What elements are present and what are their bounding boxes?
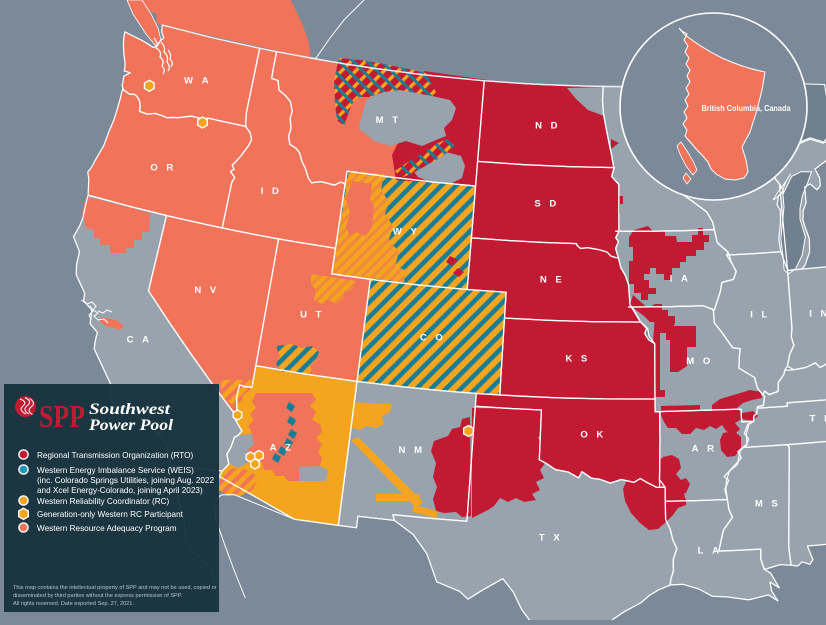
svg-text:Regional Transmission Organiza: Regional Transmission Organization (RTO) xyxy=(37,451,194,460)
svg-text:Power Pool: Power Pool xyxy=(88,417,174,434)
svg-text:L A: L A xyxy=(698,545,723,556)
svg-text:Southwest: Southwest xyxy=(89,401,171,418)
svg-text:I D: I D xyxy=(261,186,283,197)
svg-text:M S: M S xyxy=(755,498,781,509)
svg-text:A R: A R xyxy=(692,443,718,454)
svg-text:All rights reserved. Date expo: All rights reserved. Date exported Sep. … xyxy=(13,601,134,607)
svg-text:A Z: A Z xyxy=(270,442,295,453)
svg-text:W A: W A xyxy=(184,75,212,86)
svg-text:U T: U T xyxy=(300,309,325,320)
svg-text:W Y: W Y xyxy=(393,226,420,237)
svg-text:S D: S D xyxy=(534,198,559,209)
svg-text:I N: I N xyxy=(809,308,826,319)
svg-text:Western Reliability Coordinato: Western Reliability Coordinator (RC) xyxy=(37,497,170,506)
svg-text:Generation-only Western RC Par: Generation-only Western RC Participant xyxy=(37,510,184,519)
svg-text:C O: C O xyxy=(420,332,446,343)
svg-text:disseminated by third parties: disseminated by third parties without th… xyxy=(13,593,183,599)
svg-text:This map contains the intellec: This map contains the intellectual prope… xyxy=(13,585,217,591)
svg-text:SPP: SPP xyxy=(39,398,85,434)
svg-text:British Columbia, Canada: British Columbia, Canada xyxy=(702,103,791,113)
svg-text:K S: K S xyxy=(565,353,590,364)
svg-text:and Xcel Energy-Colorado, join: and Xcel Energy-Colorado, joining April … xyxy=(37,486,203,495)
svg-text:M T: M T xyxy=(376,115,402,126)
svg-text:C A: C A xyxy=(127,334,153,345)
svg-text:Western Resource Adequacy Prog: Western Resource Adequacy Program xyxy=(37,524,177,533)
svg-text:(inc. Colorado Springs Utiliti: (inc. Colorado Springs Utilities, joinin… xyxy=(37,476,214,485)
svg-text:N D: N D xyxy=(535,120,561,131)
svg-text:T N: T N xyxy=(810,413,826,424)
svg-text:M O: M O xyxy=(686,356,713,367)
svg-text:I A: I A xyxy=(670,273,692,284)
svg-text:N V: N V xyxy=(194,285,219,296)
svg-text:N M: N M xyxy=(399,445,426,456)
svg-text:O K: O K xyxy=(580,429,606,440)
svg-text:O R: O R xyxy=(150,162,176,173)
svg-text:T X: T X xyxy=(539,532,563,543)
svg-text:Western Energy Imbalance Servi: Western Energy Imbalance Service (WEIS) xyxy=(37,466,194,475)
svg-text:I L: I L xyxy=(750,309,771,320)
svg-text:N E: N E xyxy=(540,274,565,285)
